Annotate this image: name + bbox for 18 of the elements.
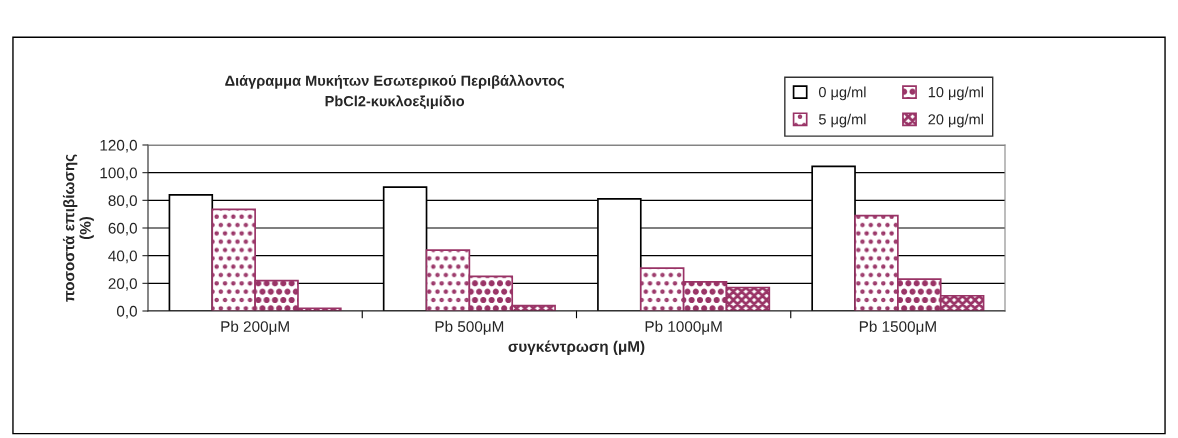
y-tick-label: 100,0 xyxy=(100,167,137,181)
legend-label: 20 μg/ml xyxy=(928,113,983,128)
y-tick-label: 120,0 xyxy=(100,139,137,153)
x-tick-label: Pb 200μM xyxy=(221,320,289,335)
x-axis-title: συγκέντρωση (μM) xyxy=(508,340,645,355)
x-tick-label: Pb 500μM xyxy=(435,320,504,335)
x-tick-label: Pb 1000μM xyxy=(645,320,722,335)
y-tick-label: 60,0 xyxy=(108,222,137,236)
y-tick-label: 80,0 xyxy=(108,195,137,208)
y-axis-title: ποσοστά επιβίωσης (%) xyxy=(62,154,94,302)
y-tick-label: 40,0 xyxy=(108,250,137,264)
chart-title: Διάγραμμα Μυκήτων Εσωτερικού Περιβάλλοντος PbCl2-κυκλοεξιμίδιο xyxy=(225,74,565,110)
y-tick-label: 0,0 xyxy=(116,305,137,319)
legend-label: 5 μg/ml xyxy=(818,113,866,128)
y-tick-label: 20,0 xyxy=(108,278,137,291)
x-tick-label: Pb 1500μM xyxy=(859,320,936,335)
legend-label: 10 μg/ml xyxy=(928,86,983,101)
legend-label: 0 μg/ml xyxy=(818,86,866,101)
